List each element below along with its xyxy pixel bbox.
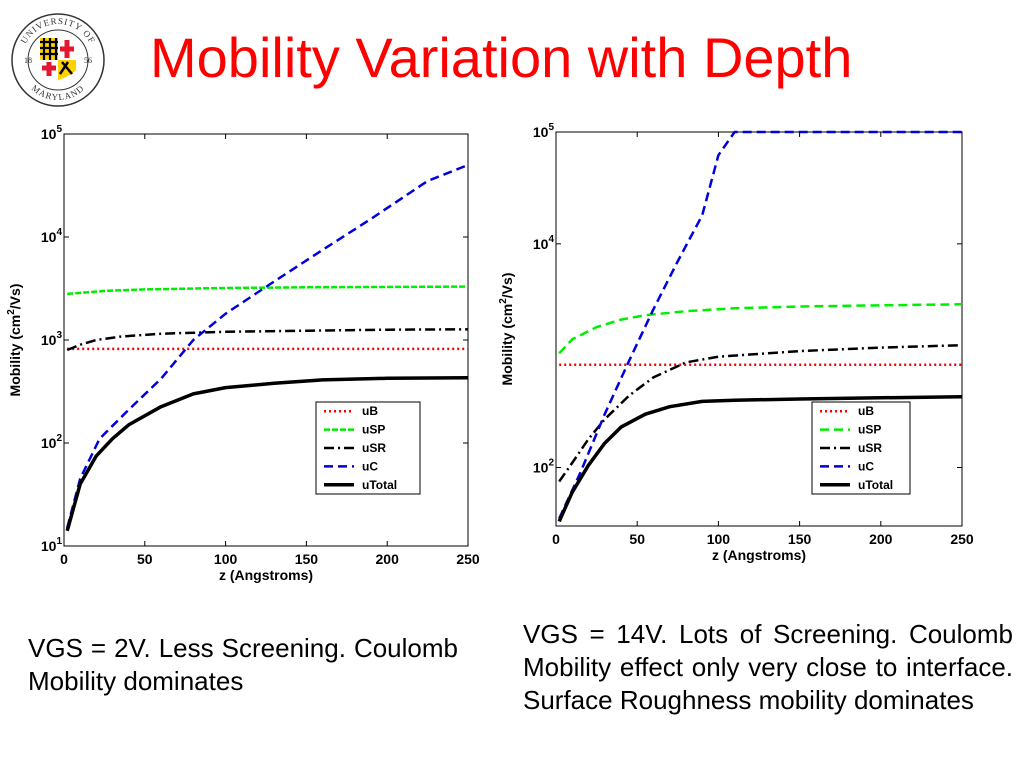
slide-title: Mobility Variation with Depth	[150, 26, 853, 89]
chart-left: 0 50 100 150 200 250 101 102 103 104 105 z (Angstro…	[0, 118, 490, 593]
y-tick-label: 104	[41, 227, 63, 245]
series-line-uSP	[67, 285, 468, 296]
y-tick-label: 103	[41, 330, 63, 348]
y-axis-label: Mobility (cm2/Vs)	[6, 284, 23, 397]
x-tick-label: 50	[137, 551, 153, 567]
series-line-uSP	[558, 303, 962, 355]
series-line-uTotal	[65, 376, 468, 532]
maryland-flag-shield	[40, 38, 76, 80]
x-tick-label: 250	[950, 531, 974, 547]
legend-label-uTotal: uTotal	[858, 478, 893, 492]
university-of-maryland-logo: UNIVERSITY OF MARYLAND 18 56	[11, 13, 105, 107]
series-line-uSR	[558, 343, 962, 483]
x-tick-label: 0	[552, 531, 560, 547]
x-tick-label: 200	[869, 531, 893, 547]
legend-label-uC: uC	[362, 459, 378, 473]
x-tick-label: 150	[788, 531, 812, 547]
legend-label-uC: uC	[858, 459, 874, 473]
logo-year-right: 56	[84, 56, 92, 65]
x-axis-label: z (Angstroms)	[712, 547, 806, 563]
y-tick-label: 104	[533, 234, 555, 252]
chart-left-svg: 0 50 100 150 200 250 101 102 103 104 105 z (Angstro…	[6, 124, 480, 583]
x-tick-label: 50	[629, 531, 645, 547]
y-axis-label: Mobility (cm2/Vs)	[498, 273, 515, 386]
x-tick-label: 0	[60, 551, 68, 567]
y-tick-label: 105	[533, 122, 555, 140]
caption-left: VGS = 2V. Less Screening. Coulomb Mobili…	[28, 633, 458, 696]
x-axis-label: z (Angstroms)	[219, 567, 313, 583]
chart-right-svg: 0 50 100 150 200 250 102 104 105 z (Angstroms) Mob…	[498, 122, 974, 563]
series-line-uC	[558, 130, 962, 520]
legend-label-uTotal: uTotal	[362, 478, 397, 492]
y-tick-label: 105	[41, 124, 63, 142]
caption-right: VGS = 14V. Lots of Screening. Coulomb Mo…	[523, 619, 1013, 715]
y-tick-label: 101	[41, 536, 63, 554]
legend-label-uSR: uSR	[362, 441, 386, 455]
y-tick-label: 102	[41, 433, 63, 451]
series-line-uSR	[66, 328, 468, 352]
series-line-uC	[65, 163, 468, 529]
logo-year-left: 18	[24, 56, 32, 65]
x-tick-label: 150	[295, 551, 319, 567]
chart-right: 0 50 100 150 200 250 102 104 105 z (Angstroms) Mob…	[496, 118, 986, 593]
x-tick-label: 100	[214, 551, 238, 567]
x-tick-label: 250	[456, 551, 480, 567]
legend-label-uB: uB	[362, 404, 378, 418]
series-line-uTotal	[557, 394, 962, 523]
legend-label-uSP: uSP	[858, 423, 881, 437]
legend-label-uSR: uSR	[858, 441, 882, 455]
y-tick-label: 102	[533, 458, 555, 476]
legend-label-uB: uB	[858, 404, 874, 418]
x-tick-label: 100	[707, 531, 731, 547]
x-tick-label: 200	[376, 551, 400, 567]
legend-label-uSP: uSP	[362, 423, 385, 437]
